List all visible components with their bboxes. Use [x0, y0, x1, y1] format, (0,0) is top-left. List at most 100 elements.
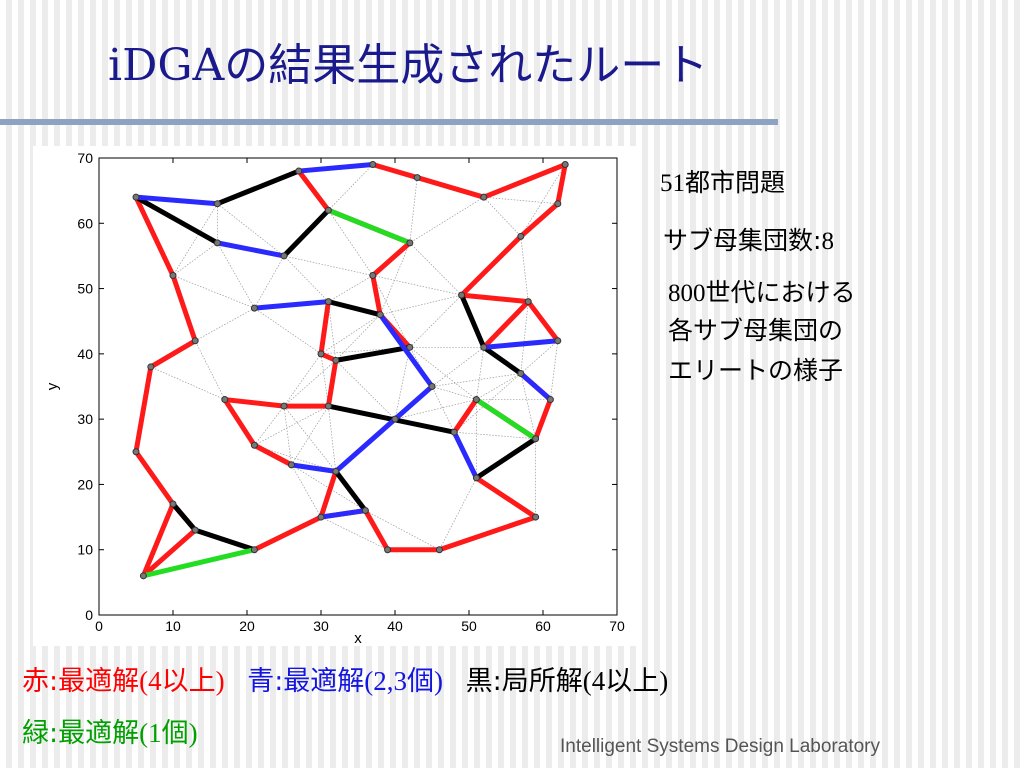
- candidate-edge: [291, 405, 329, 466]
- city-point: [428, 383, 436, 390]
- city-point: [250, 546, 258, 554]
- x-tick-label: 0: [95, 618, 103, 634]
- route-edge-black: [333, 468, 368, 514]
- info-subpop-sep: :: [813, 226, 822, 255]
- info-subpop-label: サブ母集団数: [663, 226, 814, 255]
- city-point: [472, 474, 480, 482]
- footer-lab-name: Intelligent Systems Design Laboratory: [560, 736, 880, 757]
- route-edge-blue: [518, 370, 553, 403]
- city-point: [287, 461, 295, 469]
- route-edge-red: [370, 240, 413, 279]
- info-city-count: 51: [660, 170, 685, 197]
- candidate-edge: [394, 347, 411, 420]
- route-edge-red: [140, 527, 198, 579]
- candidate-edge: [550, 340, 559, 400]
- info-subpop-count: 8: [821, 228, 834, 255]
- route-plot-svg: 0 10 20 30 40 50 60 70 0 10 20 30 40 50 60 70 x y: [44, 150, 625, 646]
- city-point: [213, 239, 221, 247]
- route-edge-red: [473, 475, 539, 520]
- candidate-edge: [335, 360, 396, 420]
- route-edge-blue: [333, 416, 398, 474]
- route-edge-blue: [288, 462, 339, 474]
- city-point: [435, 546, 443, 554]
- city-point: [376, 311, 384, 319]
- y-tick-label: 40: [77, 346, 93, 362]
- x-tick-label: 30: [313, 618, 329, 634]
- city-point: [554, 200, 562, 208]
- candidate-edge: [431, 347, 485, 387]
- candidate-edge: [394, 399, 477, 420]
- legend-blue-label: 最適解: [283, 666, 365, 697]
- candidate-edge: [476, 347, 485, 400]
- city-point: [317, 513, 325, 521]
- candidate-edge: [172, 203, 218, 276]
- route-edge-red: [318, 468, 339, 520]
- y-tick-label: 50: [77, 281, 93, 297]
- city-point: [413, 174, 421, 182]
- info-line5: エリートの様子: [668, 356, 844, 385]
- x-tick-label: 10: [165, 618, 181, 634]
- candidate-edge: [283, 406, 292, 465]
- info-generation-label: 世代における: [705, 278, 856, 307]
- page-title: iDGAの結果生成されたルート: [108, 40, 709, 91]
- route-edge-blue: [214, 240, 287, 259]
- route-edge-green: [473, 397, 539, 442]
- candidate-edge: [328, 164, 374, 211]
- candidate-edge: [254, 255, 285, 309]
- city-point: [391, 415, 399, 423]
- candidate-edge: [520, 164, 566, 237]
- route-edge-red: [222, 397, 287, 409]
- legend-red: 赤:最適解(4以上): [22, 664, 225, 699]
- title-divider: [0, 119, 778, 125]
- route-edge-blue: [451, 429, 479, 481]
- city-point: [280, 252, 288, 260]
- city-point: [517, 369, 525, 377]
- route-edge-blue: [392, 384, 435, 422]
- legend-blue-count: (2,3個): [364, 666, 444, 696]
- candidate-edge: [409, 177, 418, 243]
- route-edge-blue: [481, 338, 561, 350]
- route-edge-red: [222, 397, 257, 448]
- info-generation-count: 800: [668, 280, 706, 307]
- candidate-edge: [431, 386, 455, 433]
- city-point: [332, 467, 340, 475]
- route-plot: 0 10 20 30 40 50 60 70 0 10 20 30 40 50 60 70 x y: [33, 146, 637, 646]
- y-tick-label: 10: [77, 542, 93, 558]
- candidate-edge: [483, 196, 522, 237]
- city-point: [250, 304, 258, 312]
- legend-black-sep: :: [492, 666, 502, 697]
- city-point: [169, 500, 177, 508]
- route-edge-red: [459, 292, 531, 305]
- x-tick-label: 50: [461, 618, 477, 634]
- route-edge-red: [451, 397, 479, 435]
- city-point: [324, 298, 332, 306]
- city-point: [480, 343, 488, 351]
- candidate-edge: [217, 242, 255, 309]
- candidate-edge: [439, 477, 477, 550]
- route-edge-red: [318, 299, 331, 357]
- city-point: [324, 402, 332, 410]
- candidate-edge: [328, 210, 374, 276]
- route-edge-black: [281, 207, 331, 259]
- y-tick-label: 70: [77, 150, 93, 166]
- route-edge-red: [459, 233, 524, 298]
- candidate-edge: [520, 340, 559, 374]
- candidate-edge: [217, 203, 285, 257]
- route-edge-blue: [133, 194, 220, 207]
- route-edge-red: [481, 299, 531, 350]
- candidate-edge: [409, 196, 484, 244]
- legend-green-name: 緑: [22, 718, 49, 749]
- route-edge-red: [370, 162, 420, 181]
- city-point: [295, 167, 303, 175]
- candidate-edge: [520, 373, 536, 439]
- city-point: [524, 298, 532, 306]
- city-point: [369, 272, 377, 280]
- plot-axes-frame: [98, 157, 618, 616]
- candidate-edge: [254, 307, 322, 355]
- candidate-edge: [283, 353, 322, 407]
- candidate-edge: [172, 275, 255, 309]
- route-edge-black: [325, 299, 383, 318]
- city-point: [132, 193, 140, 201]
- legend-red-sep: :: [49, 666, 59, 697]
- candidate-edge: [476, 373, 521, 400]
